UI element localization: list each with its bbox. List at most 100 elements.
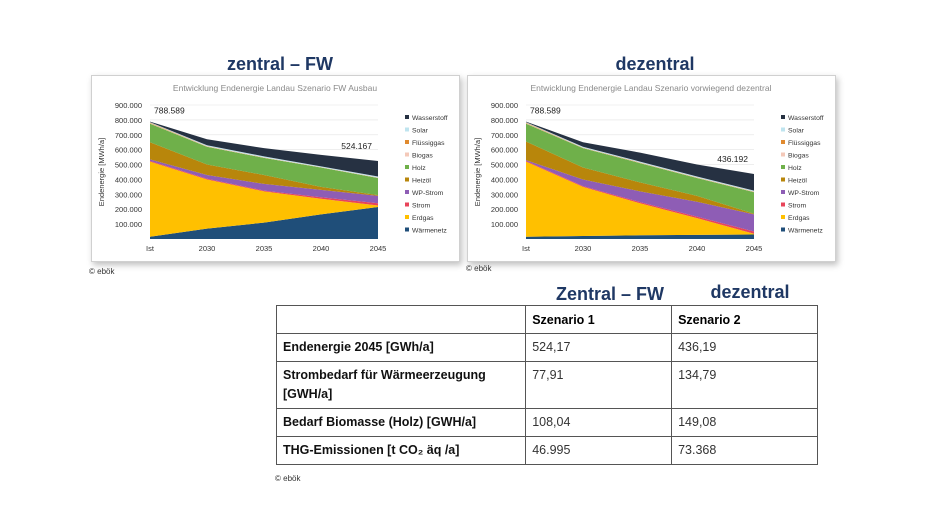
- legend-swatch: [781, 115, 785, 119]
- table-row: Bedarf Biomasse (Holz) [GWH/a] 108,04 14…: [275, 408, 818, 437]
- total-label: 788.589: [154, 106, 185, 116]
- legend-swatch: [405, 165, 409, 169]
- row-label: Endenergie 2045 [GWh/a]: [275, 333, 527, 362]
- table-row: Endenergie 2045 [GWh/a] 524,17 436,19: [275, 333, 818, 362]
- table-header-row: Szenario 1 Szenario 2: [275, 305, 818, 334]
- x-tick-label: 2030: [575, 244, 592, 253]
- legend-swatch: [405, 215, 409, 219]
- table-heading-dezentral: dezentral: [710, 282, 790, 302]
- y-tick-label: 400.000: [115, 175, 142, 184]
- value-s2: 73.368: [671, 436, 818, 465]
- header-empty: [275, 305, 527, 334]
- copyright-chart-left: © ebök: [89, 267, 115, 276]
- x-tick-label: 2040: [313, 244, 330, 253]
- legend-swatch: [405, 227, 409, 232]
- header-szenario-2: Szenario 2: [671, 305, 818, 334]
- legend-swatch: [781, 190, 785, 194]
- legend-item: Wasserstoff: [788, 115, 824, 122]
- y-tick-label: 300.000: [491, 190, 518, 199]
- copyright-chart-right: © ebök: [466, 264, 492, 273]
- legend-item: Holz: [788, 165, 802, 172]
- chart-dezentral: Entwicklung Endenergie Landau Szenario v…: [467, 75, 836, 262]
- table-row: Strombedarf für Wärmeerzeugung [GWH/a] 7…: [275, 361, 818, 409]
- legend-item: Wasserstoff: [412, 115, 448, 122]
- chart-zentral: Entwicklung Endenergie Landau Szenario F…: [91, 75, 460, 262]
- x-tick-label: 2045: [370, 244, 387, 253]
- legend-item: Biogas: [788, 153, 809, 160]
- chart-title: Entwicklung Endenergie Landau Szenario v…: [531, 83, 772, 93]
- area-wp-strom: [150, 159, 378, 204]
- heading-dezentral: dezentral: [615, 54, 695, 74]
- area-wasserstoff: [526, 121, 754, 191]
- y-tick-label: 100.000: [491, 220, 518, 229]
- value-s2: 134,79: [671, 361, 818, 409]
- legend-item: Strom: [412, 203, 430, 210]
- area-heizöl: [150, 142, 378, 196]
- y-tick-label: 200.000: [115, 205, 142, 214]
- area-erdgas: [150, 161, 378, 237]
- value-s2: 436,19: [671, 333, 818, 362]
- chart-title: Entwicklung Endenergie Landau Szenario F…: [173, 83, 377, 93]
- y-tick-label: 800.000: [115, 116, 142, 125]
- x-tick-label: 2045: [746, 244, 763, 253]
- y-axis-label: Endenergie [MWh/a]: [97, 138, 106, 206]
- table-row: THG-Emissionen [t CO₂ äq /a] 46.995 73.3…: [275, 436, 818, 465]
- y-tick-label: 600.000: [115, 146, 142, 155]
- row-label: Strombedarf für Wärmeerzeugung [GWH/a]: [275, 361, 527, 409]
- legend-item: Biogas: [412, 153, 433, 160]
- legend-swatch: [405, 115, 409, 119]
- legend-item: Heizöl: [788, 178, 807, 185]
- area-erdgas: [526, 161, 754, 237]
- area-wärmenetz: [150, 206, 378, 239]
- y-tick-label: 200.000: [491, 205, 518, 214]
- y-tick-label: 100.000: [115, 220, 142, 229]
- value-s1: 77,91: [525, 361, 673, 409]
- area-wärmenetz: [526, 234, 754, 239]
- legend-item: Erdgas: [412, 215, 434, 222]
- legend-swatch: [781, 140, 785, 144]
- x-tick-label: Ist: [522, 244, 531, 253]
- y-tick-label: 300.000: [115, 190, 142, 199]
- row-label: Bedarf Biomasse (Holz) [GWH/a]: [275, 408, 527, 437]
- area-wp-strom: [526, 160, 754, 232]
- area-holz: [150, 123, 378, 196]
- legend-swatch: [405, 177, 409, 182]
- comparison-table: Szenario 1 Szenario 2 Endenergie 2045 [G…: [275, 305, 818, 465]
- legend-item: WP-Strom: [788, 190, 820, 197]
- x-tick-label: Ist: [146, 244, 155, 253]
- legend-item: Heizöl: [412, 178, 431, 185]
- legend-item: Flüssiggas: [412, 140, 445, 147]
- legend-swatch: [405, 190, 409, 194]
- legend-item: Solar: [412, 128, 429, 135]
- area-strom: [150, 160, 378, 206]
- legend-item: Flüssiggas: [788, 140, 821, 147]
- y-tick-label: 700.000: [491, 131, 518, 140]
- copyright-table: © ebök: [275, 474, 301, 483]
- value-s1: 524,17: [525, 333, 673, 362]
- x-tick-label: 2035: [256, 244, 273, 253]
- y-tick-label: 700.000: [115, 131, 142, 140]
- legend-item: Holz: [412, 165, 426, 172]
- y-tick-label: 800.000: [491, 116, 518, 125]
- header-szenario-1: Szenario 1: [525, 305, 673, 334]
- y-tick-label: 400.000: [491, 175, 518, 184]
- total-label: 524.167: [341, 141, 372, 151]
- legend-swatch: [781, 215, 785, 219]
- legend-swatch: [405, 140, 409, 144]
- legend-item: Solar: [788, 128, 805, 135]
- legend-swatch: [781, 165, 785, 169]
- legend-swatch: [781, 127, 785, 132]
- area-holz: [526, 123, 754, 214]
- x-tick-label: 2035: [632, 244, 649, 253]
- legend-swatch: [405, 127, 409, 132]
- legend-swatch: [781, 202, 785, 207]
- y-tick-label: 500.000: [491, 161, 518, 170]
- y-tick-label: 900.000: [491, 101, 518, 110]
- row-label: THG-Emissionen [t CO₂ äq /a]: [275, 436, 527, 465]
- legend-item: Wärmenetz: [788, 228, 823, 235]
- area-strom: [526, 160, 754, 234]
- total-label: 788.589: [530, 106, 561, 116]
- legend-swatch: [405, 202, 409, 207]
- heading-zentral: zentral – FW: [226, 54, 333, 74]
- value-s1: 108,04: [525, 408, 673, 437]
